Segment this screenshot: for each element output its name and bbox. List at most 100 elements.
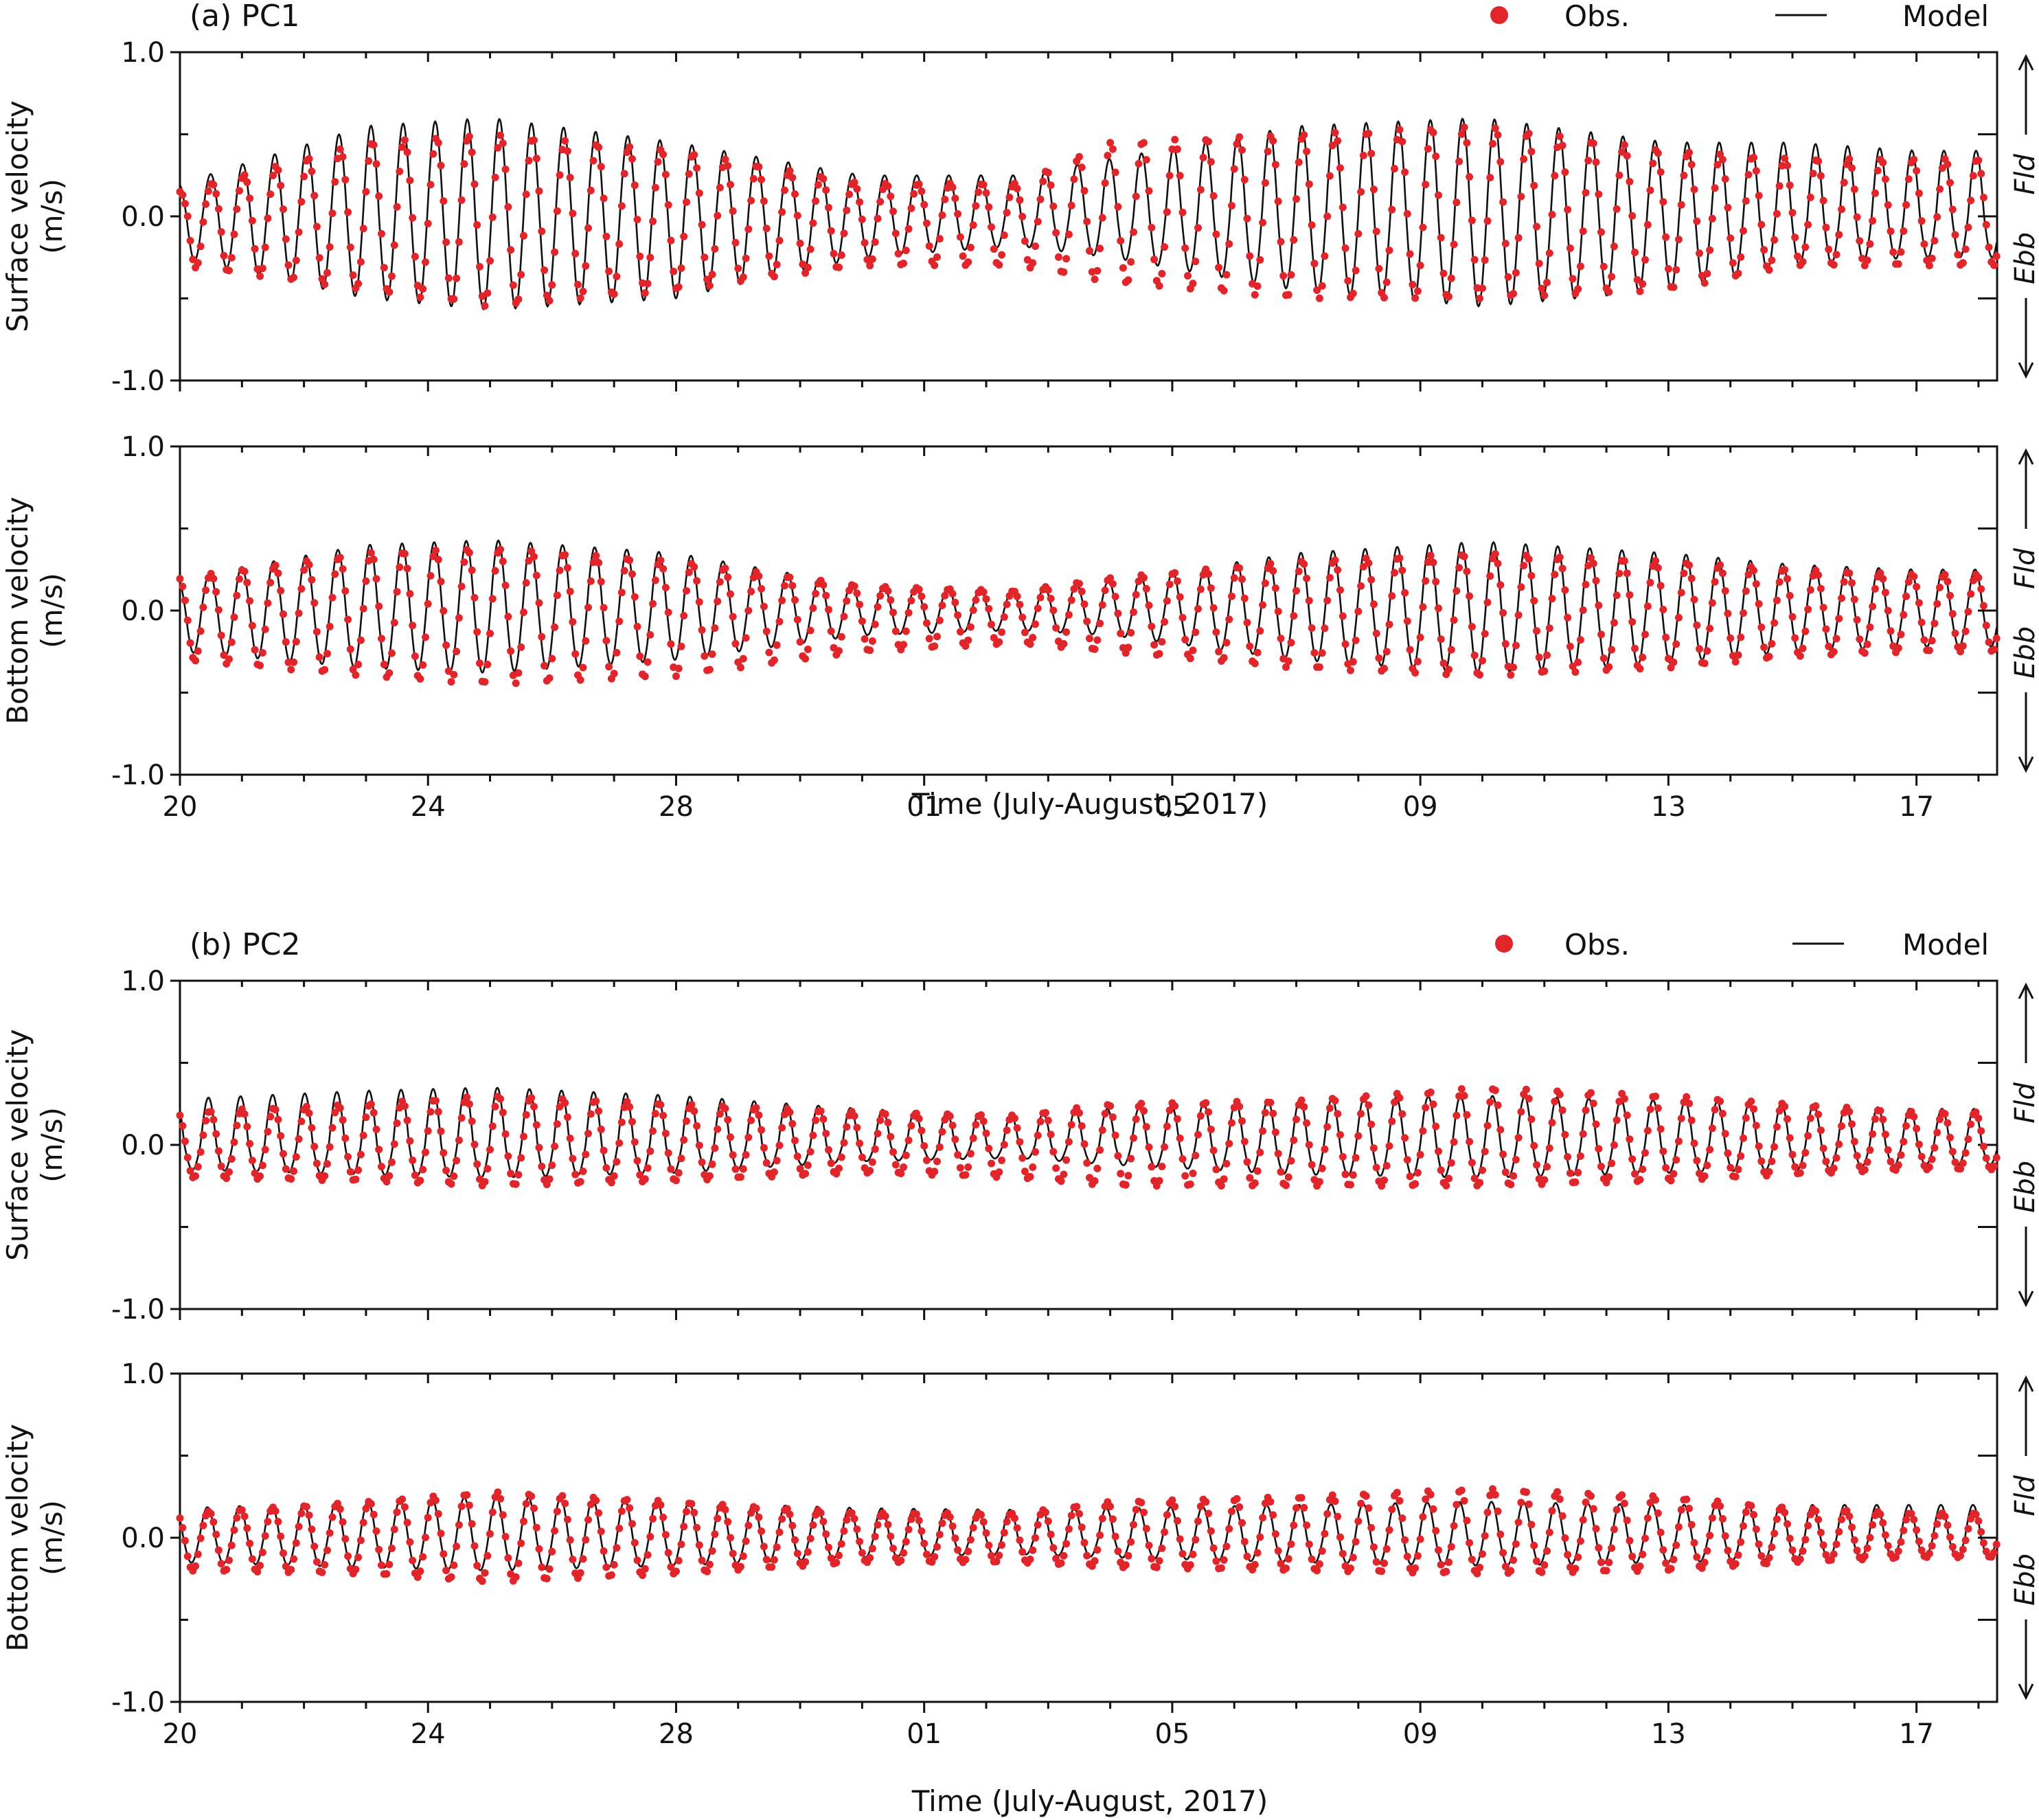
obs-point xyxy=(1468,623,1476,630)
obs-point xyxy=(243,578,251,587)
obs-point xyxy=(695,1541,703,1549)
obs-point xyxy=(339,1518,347,1526)
obs-point xyxy=(1788,613,1797,621)
obs-point xyxy=(1062,1156,1071,1164)
obs-point xyxy=(1385,620,1393,628)
obs-point xyxy=(504,1152,512,1160)
obs-point xyxy=(563,1113,571,1122)
x-tick-label: 01 xyxy=(907,1718,942,1750)
obs-point xyxy=(891,229,900,238)
obs-point xyxy=(693,164,701,172)
obs-point xyxy=(1114,609,1122,617)
obs-point xyxy=(352,671,360,679)
obs-point xyxy=(951,598,959,606)
obs-point xyxy=(708,1160,716,1168)
obs-point xyxy=(1863,1158,1871,1166)
obs-point xyxy=(486,257,494,265)
obs-point xyxy=(1292,1504,1300,1512)
obs-point xyxy=(721,1505,729,1514)
obs-point xyxy=(209,575,218,582)
obs-point xyxy=(1819,604,1827,612)
obs-point xyxy=(535,1545,543,1553)
obs-point xyxy=(1781,155,1789,163)
obs-point xyxy=(1044,1117,1052,1124)
obs-point xyxy=(747,587,755,595)
obs-point xyxy=(1388,1117,1396,1126)
obs-point xyxy=(711,244,719,253)
obs-point xyxy=(566,1536,574,1544)
obs-point xyxy=(918,1126,926,1135)
obs-point xyxy=(1481,1148,1489,1156)
obs-point xyxy=(840,1139,848,1147)
obs-point xyxy=(1207,1527,1215,1535)
obs-point xyxy=(664,201,672,209)
obs-point xyxy=(1928,1542,1936,1550)
obs-point xyxy=(1369,185,1378,194)
obs-point xyxy=(1321,252,1329,260)
obs-point xyxy=(1703,269,1711,277)
obs-point xyxy=(982,595,990,603)
obs-point xyxy=(1674,236,1683,244)
obs-point xyxy=(884,182,892,190)
obs-point xyxy=(1589,139,1597,148)
obs-point xyxy=(1491,124,1499,133)
obs-point xyxy=(683,1508,690,1516)
obs-point xyxy=(1481,630,1489,638)
obs-point xyxy=(243,178,251,186)
obs-point xyxy=(1117,1170,1125,1178)
flood-label: Fld xyxy=(2009,1082,2039,1124)
obs-point xyxy=(1822,1157,1830,1165)
obs-point xyxy=(1608,1159,1616,1168)
obs-point xyxy=(246,1539,254,1547)
obs-point xyxy=(424,600,432,608)
obs-point xyxy=(520,1517,527,1525)
obs-point xyxy=(935,1143,944,1151)
obs-point xyxy=(1284,1555,1292,1563)
obs-point xyxy=(1064,611,1073,619)
obs-point xyxy=(207,1108,215,1116)
obs-point xyxy=(1768,1543,1776,1551)
obs-point xyxy=(1419,1127,1427,1135)
obs-point xyxy=(1380,1176,1388,1184)
obs-point xyxy=(1643,1514,1652,1522)
obs-point xyxy=(672,672,680,681)
obs-point xyxy=(729,1151,737,1159)
obs-point xyxy=(1194,1517,1202,1525)
obs-point xyxy=(1096,244,1104,253)
obs-point xyxy=(1816,1126,1825,1135)
obs-point xyxy=(566,174,574,181)
obs-point xyxy=(646,630,654,639)
obs-point xyxy=(1403,617,1411,625)
obs-point xyxy=(961,1171,970,1179)
obs-point xyxy=(998,628,1006,636)
obs-point xyxy=(437,1529,445,1538)
obs-point xyxy=(915,180,923,188)
obs-point xyxy=(517,1539,525,1547)
obs-point xyxy=(1308,1161,1316,1169)
obs-point xyxy=(457,1114,466,1122)
obs-point xyxy=(1540,1176,1549,1184)
obs-point xyxy=(1933,213,1941,221)
obs-point xyxy=(698,1556,706,1565)
obs-point xyxy=(1365,129,1373,137)
obs-point xyxy=(938,1519,946,1527)
obs-point xyxy=(181,1536,189,1545)
obs-point xyxy=(1499,1549,1507,1557)
obs-point xyxy=(1510,290,1518,298)
obs-point xyxy=(1708,1124,1716,1133)
obs-point xyxy=(1700,1558,1709,1567)
obs-point xyxy=(933,633,941,641)
obs-point xyxy=(1814,157,1823,166)
obs-point xyxy=(1093,1546,1102,1554)
obs-point xyxy=(264,214,272,223)
obs-point xyxy=(297,584,306,593)
obs-point xyxy=(1520,155,1528,163)
obs-point xyxy=(422,1534,429,1542)
obs-point xyxy=(1561,586,1569,594)
obs-point xyxy=(801,655,810,663)
obs-point xyxy=(1623,1111,1631,1119)
obs-point xyxy=(1961,1536,1970,1545)
obs-point xyxy=(1917,1152,1926,1161)
obs-point xyxy=(1584,157,1593,165)
ebb-arrow xyxy=(2018,1619,2034,1700)
